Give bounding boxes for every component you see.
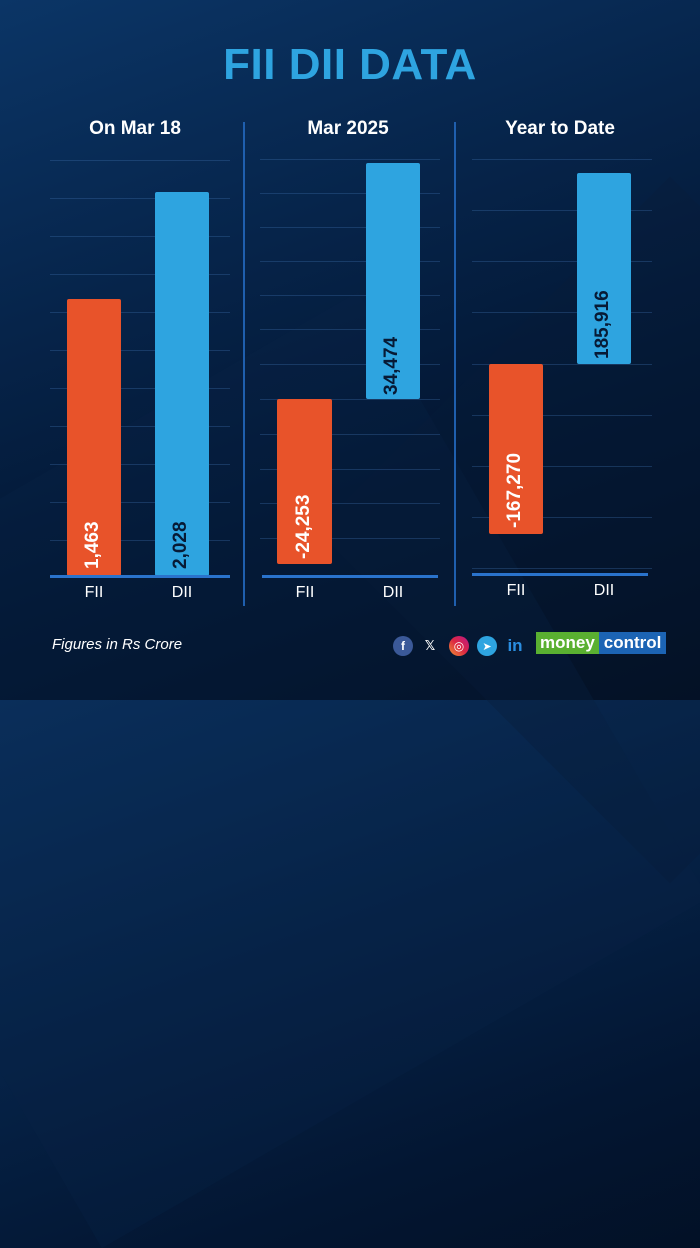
bar-value-label: -24,253 [293, 494, 314, 559]
x-label-fii: FII [84, 584, 104, 601]
x-label-fii: FII [506, 582, 526, 599]
axis-baseline [50, 575, 230, 578]
gridline [50, 540, 230, 541]
brand-money: money [536, 632, 599, 654]
bar-value-label: 34,474 [381, 336, 402, 395]
panel-title-year-to-date: Year to Date [505, 118, 615, 139]
gridline [260, 503, 440, 504]
gridline [472, 312, 652, 313]
bar-value-label: -167,270 [504, 452, 525, 528]
panel-title-mar-2025: Mar 2025 [307, 118, 389, 139]
gridline [260, 159, 440, 160]
gridline [50, 198, 230, 199]
bar-dii: 34,474 [366, 163, 420, 399]
gridline [260, 329, 440, 330]
gridline [260, 193, 440, 194]
x-icon[interactable]: 𝕏 [424, 638, 436, 653]
bar-value-label: 1,463 [82, 521, 103, 569]
gridline [260, 227, 440, 228]
panel-divider [243, 122, 245, 606]
gridline [472, 415, 652, 416]
gridline [472, 517, 652, 518]
instagram-icon[interactable]: ◎ [449, 636, 469, 656]
footnote-units: Figures in Rs Crore [52, 636, 183, 653]
gridline [472, 261, 652, 262]
gridline [50, 274, 230, 275]
gridline [472, 364, 652, 365]
gridline [50, 350, 230, 351]
gridline [50, 388, 230, 389]
x-label-dii: DII [171, 584, 193, 601]
axis-baseline [472, 573, 648, 576]
bar-dii: 2,028 [155, 192, 209, 576]
gridline [260, 295, 440, 296]
moneycontrol-logo: money control [536, 632, 667, 654]
x-label-fii: FII [295, 584, 315, 601]
linkedin-icon[interactable]: in [507, 636, 523, 655]
axis-baseline [262, 575, 438, 578]
x-label-dii: DII [382, 584, 404, 601]
bar-value-label: 185,916 [592, 290, 613, 359]
gridline [50, 426, 230, 427]
gridline [260, 538, 440, 539]
facebook-icon[interactable]: f [393, 636, 413, 656]
panel-title-on-mar-18: On Mar 18 [89, 118, 181, 139]
brand-control: control [598, 632, 667, 654]
gridline [260, 364, 440, 365]
gridline [472, 466, 652, 467]
gridline [472, 568, 652, 569]
gridline [472, 159, 652, 160]
bar-fii: 1,463 [67, 299, 121, 576]
gridline [472, 210, 652, 211]
bar-value-label: 2,028 [170, 521, 191, 569]
x-label-dii: DII [593, 582, 615, 599]
bar-dii: 185,916 [577, 173, 631, 364]
bar-fii: -167,270 [489, 364, 543, 534]
page-title: FII DII DATA [223, 40, 477, 89]
gridline [260, 399, 440, 400]
panel-divider [454, 122, 456, 606]
telegram-icon[interactable]: ➤ [477, 636, 497, 656]
gridline [50, 160, 230, 161]
gridline [260, 261, 440, 262]
gridline [50, 502, 230, 503]
gridline [50, 312, 230, 313]
gridline [50, 236, 230, 237]
gridline [50, 464, 230, 465]
gridline [260, 434, 440, 435]
bar-fii: -24,253 [277, 399, 332, 564]
gridline [260, 469, 440, 470]
